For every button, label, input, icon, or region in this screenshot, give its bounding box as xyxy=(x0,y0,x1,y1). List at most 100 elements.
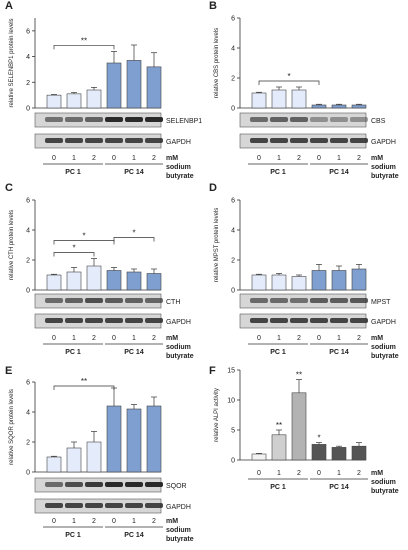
sig-bracket-c-2 xyxy=(113,237,155,242)
blot-band-c-0-2 xyxy=(85,298,103,303)
unit-label-d-1: sodium xyxy=(371,344,396,351)
y-tick-label-b-1: 2 xyxy=(231,76,235,83)
y-tick-label-d-1: 2 xyxy=(231,258,235,265)
blot-band-c-1-3 xyxy=(105,318,123,323)
unit-label-c-2: butyrate xyxy=(166,353,194,360)
bar-c-0 xyxy=(46,274,62,291)
bar-a-1 xyxy=(66,93,82,109)
lane-label-d-0: 0 xyxy=(257,335,261,342)
y-tick-label-c-0: 0 xyxy=(26,288,30,295)
blot-band-c-1-4 xyxy=(125,318,143,323)
blot-label-d-1: GAPDH xyxy=(371,319,396,326)
blot-band-b-0-1 xyxy=(270,117,288,122)
group-label-c-1: PC 14 xyxy=(124,349,144,356)
bar-c-1 xyxy=(66,271,82,291)
bar-f-2 xyxy=(291,392,307,461)
bar-a-0 xyxy=(46,94,62,109)
lane-label-c-0: 0 xyxy=(52,335,56,342)
lane-label-f-5: 2 xyxy=(357,470,361,477)
y-tick-label-f-2: 10 xyxy=(227,398,235,405)
blot-band-e-1-2 xyxy=(85,503,103,508)
bar-f-5 xyxy=(351,445,367,461)
y-tick-label-a-0: 0 xyxy=(26,106,30,113)
unit-label-e-0: mM xyxy=(166,518,178,525)
group-label-f-0: PC 1 xyxy=(270,484,286,491)
y-tick-label-f-1: 5 xyxy=(231,428,235,435)
lane-label-c-3: 0 xyxy=(112,335,116,342)
blot-label-b-1: GAPDH xyxy=(371,139,396,146)
lane-label-b-3: 0 xyxy=(317,155,321,162)
unit-label-f-2: butyrate xyxy=(371,488,399,495)
lane-label-a-3: 0 xyxy=(112,155,116,162)
blot-band-b-1-3 xyxy=(310,138,328,143)
y-tick-label-d-2: 4 xyxy=(231,228,235,235)
bar-c-2 xyxy=(86,265,102,291)
unit-label-b-1: sodium xyxy=(371,164,396,171)
y-tick-label-b-3: 6 xyxy=(231,16,235,23)
blot-band-a-0-1 xyxy=(65,117,83,122)
y-tick-label-a-1: 2 xyxy=(26,80,30,87)
unit-label-f-0: mM xyxy=(371,470,383,477)
y-tick-label-a-3: 6 xyxy=(26,28,30,35)
y-tick-label-a-2: 4 xyxy=(26,54,30,61)
y-tick-label-f-0: 0 xyxy=(231,458,235,465)
bar-e-3 xyxy=(106,405,122,473)
unit-label-e-1: sodium xyxy=(166,527,191,534)
sig-bracket-c-0 xyxy=(53,252,95,257)
lane-label-d-4: 1 xyxy=(337,335,341,342)
sig-label-e-0: ** xyxy=(81,377,87,386)
blot-band-a-0-5 xyxy=(145,117,163,122)
blot-band-d-1-5 xyxy=(350,318,368,323)
bar-e-4 xyxy=(126,408,142,473)
lane-label-c-2: 2 xyxy=(92,335,96,342)
sig-bracket-e-0 xyxy=(53,385,115,390)
bar-a-3 xyxy=(106,62,122,109)
bar-e-1 xyxy=(66,447,82,473)
blot-band-d-1-3 xyxy=(310,318,328,323)
blot-label-d-0: MPST xyxy=(371,299,391,306)
blot-band-c-0-3 xyxy=(105,298,123,303)
lane-label-a-0: 0 xyxy=(52,155,56,162)
annotation-f-3: * xyxy=(317,434,320,443)
bar-a-5 xyxy=(146,66,162,109)
blot-band-b-0-2 xyxy=(290,117,308,122)
blot-band-e-1-0 xyxy=(45,503,63,508)
bar-b-4 xyxy=(331,104,347,109)
group-label-b-0: PC 1 xyxy=(270,169,286,176)
blot-band-d-0-4 xyxy=(330,298,348,303)
blot-band-a-1-3 xyxy=(105,138,123,143)
sig-bracket-b-0 xyxy=(258,80,320,85)
bar-b-3 xyxy=(311,104,327,109)
lane-label-c-1: 1 xyxy=(72,335,76,342)
blot-band-b-1-1 xyxy=(270,138,288,143)
blot-label-a-1: GAPDH xyxy=(166,139,191,146)
bar-d-5 xyxy=(351,268,367,291)
blot-band-d-1-1 xyxy=(270,318,288,323)
sig-label-c-0: * xyxy=(72,244,75,253)
bar-e-2 xyxy=(86,441,102,473)
y-tick-label-c-1: 2 xyxy=(26,258,30,265)
y-axis-label-e: relative SQOR protein levels xyxy=(9,389,15,465)
group-label-f-1: PC 14 xyxy=(329,484,349,491)
blot-label-c-0: CTH xyxy=(166,299,180,306)
unit-label-a-0: mM xyxy=(166,155,178,162)
blot-band-c-0-4 xyxy=(125,298,143,303)
panel-label-f: F xyxy=(209,365,216,377)
bar-f-0 xyxy=(251,453,267,461)
group-label-d-0: PC 1 xyxy=(270,349,286,356)
blot-band-b-0-5 xyxy=(350,117,368,122)
annotation-f-1: ** xyxy=(276,421,282,430)
lane-label-a-2: 2 xyxy=(92,155,96,162)
group-label-c-0: PC 1 xyxy=(65,349,81,356)
bar-e-5 xyxy=(146,405,162,473)
lane-label-e-1: 1 xyxy=(72,518,76,525)
y-tick-label-b-0: 0 xyxy=(231,106,235,113)
bar-c-4 xyxy=(126,271,142,291)
unit-label-f-1: sodium xyxy=(371,479,396,486)
group-label-a-1: PC 14 xyxy=(124,169,144,176)
bar-d-0 xyxy=(251,274,267,291)
blot-band-b-1-5 xyxy=(350,138,368,143)
bar-d-2 xyxy=(291,276,307,291)
blot-band-d-1-2 xyxy=(290,318,308,323)
blot-band-b-0-4 xyxy=(330,117,348,122)
